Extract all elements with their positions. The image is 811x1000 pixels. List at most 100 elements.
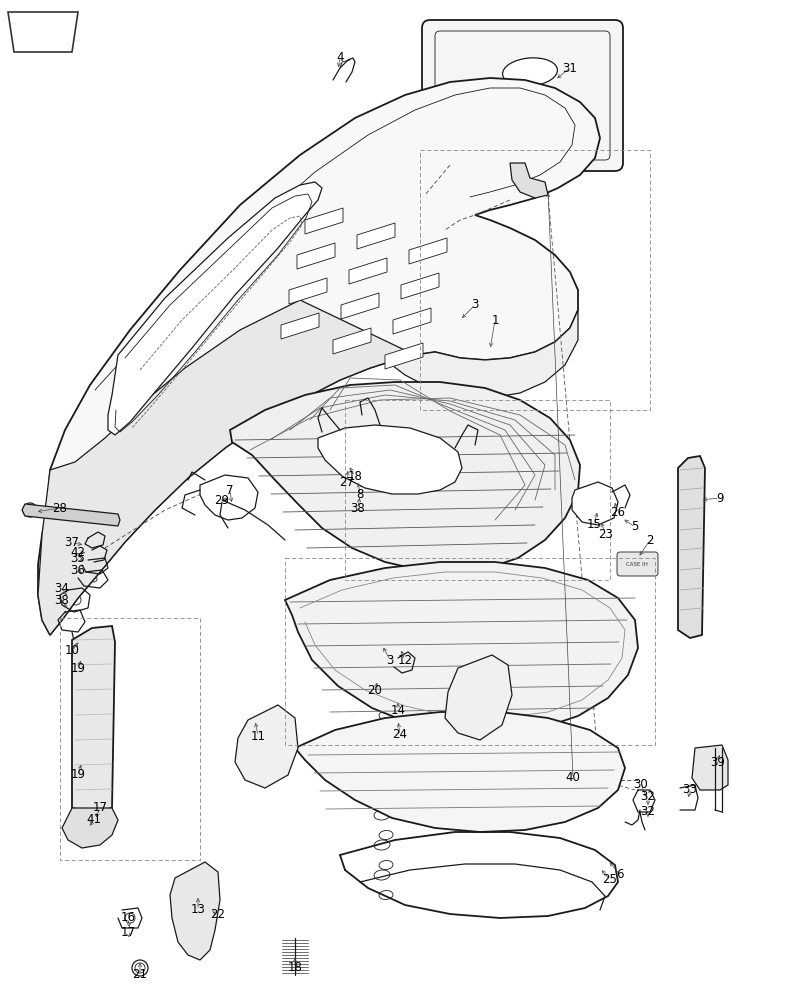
Text: 33: 33 [682, 783, 697, 796]
Text: 3: 3 [470, 298, 478, 312]
Circle shape [23, 503, 37, 517]
Text: 4: 4 [336, 51, 343, 64]
Text: 18: 18 [287, 961, 302, 974]
Text: 2: 2 [646, 534, 653, 546]
Circle shape [371, 444, 384, 456]
Text: 5: 5 [630, 520, 638, 534]
Text: 19: 19 [71, 768, 85, 781]
Polygon shape [388, 310, 577, 398]
Polygon shape [38, 300, 414, 635]
Polygon shape [289, 278, 327, 304]
Circle shape [428, 459, 440, 471]
Polygon shape [22, 22, 54, 42]
Polygon shape [677, 456, 704, 638]
Polygon shape [8, 12, 78, 52]
Text: 17: 17 [92, 801, 107, 814]
Text: 12: 12 [397, 654, 412, 666]
Polygon shape [297, 243, 335, 269]
Circle shape [125, 913, 135, 923]
Text: 19: 19 [71, 662, 85, 674]
Circle shape [234, 497, 245, 507]
Text: 20: 20 [367, 684, 382, 696]
Polygon shape [72, 626, 115, 812]
FancyBboxPatch shape [16, 18, 66, 46]
Text: 23: 23 [598, 528, 612, 540]
Polygon shape [384, 343, 423, 369]
Circle shape [219, 486, 230, 498]
Polygon shape [294, 712, 624, 832]
Polygon shape [349, 258, 387, 284]
Circle shape [71, 595, 81, 605]
Text: 42: 42 [71, 546, 85, 560]
Text: 34: 34 [54, 582, 70, 594]
FancyBboxPatch shape [616, 552, 657, 576]
Polygon shape [333, 328, 371, 354]
Polygon shape [571, 482, 617, 525]
Text: 3: 3 [386, 654, 393, 666]
Ellipse shape [502, 58, 556, 86]
Text: CASE IH: CASE IH [625, 562, 647, 566]
Text: 1: 1 [491, 314, 498, 326]
Polygon shape [108, 182, 322, 435]
Polygon shape [691, 745, 727, 790]
Text: 40: 40 [565, 771, 580, 784]
Polygon shape [62, 808, 118, 848]
Text: 36: 36 [71, 564, 85, 576]
Text: 26: 26 [610, 506, 624, 520]
Text: 11: 11 [250, 730, 265, 742]
Circle shape [95, 550, 101, 556]
Circle shape [81, 821, 95, 835]
Text: 9: 9 [715, 491, 723, 504]
Text: 41: 41 [87, 813, 101, 826]
Polygon shape [401, 273, 439, 299]
Text: 22: 22 [210, 908, 225, 921]
Polygon shape [285, 562, 637, 734]
Text: 7: 7 [226, 484, 234, 496]
Text: 30: 30 [633, 778, 647, 791]
Text: 16: 16 [120, 911, 135, 924]
Polygon shape [38, 78, 599, 635]
Circle shape [344, 452, 355, 464]
Text: 39: 39 [710, 756, 724, 768]
Polygon shape [409, 238, 446, 264]
Text: 32: 32 [640, 790, 654, 803]
Text: 38: 38 [54, 593, 69, 606]
Text: 18: 18 [347, 470, 362, 483]
FancyBboxPatch shape [422, 20, 622, 171]
Polygon shape [318, 425, 461, 494]
Circle shape [91, 576, 97, 582]
Text: 32: 32 [640, 805, 654, 818]
Circle shape [107, 512, 119, 524]
Text: 25: 25 [602, 874, 616, 886]
Polygon shape [200, 475, 258, 520]
Text: 6: 6 [616, 868, 623, 881]
Polygon shape [509, 163, 547, 198]
Text: 31: 31 [562, 62, 577, 75]
Polygon shape [281, 313, 319, 339]
Polygon shape [230, 382, 579, 572]
Text: 27: 27 [339, 476, 354, 488]
Text: 21: 21 [132, 968, 148, 981]
Polygon shape [305, 208, 342, 234]
Text: 24: 24 [392, 728, 407, 742]
Circle shape [135, 963, 145, 973]
Text: 13: 13 [191, 903, 205, 916]
Text: 15: 15 [586, 518, 601, 530]
Polygon shape [169, 862, 220, 960]
Text: 14: 14 [390, 704, 405, 716]
Circle shape [404, 446, 415, 458]
Circle shape [132, 960, 148, 976]
Text: 10: 10 [65, 645, 79, 658]
Text: 17: 17 [120, 926, 135, 939]
Polygon shape [357, 223, 394, 249]
Text: 37: 37 [65, 536, 79, 550]
Polygon shape [341, 293, 379, 319]
Polygon shape [234, 705, 298, 788]
Text: 35: 35 [71, 552, 85, 564]
Text: 8: 8 [356, 488, 363, 502]
Text: 38: 38 [350, 502, 365, 514]
Polygon shape [22, 504, 120, 526]
Ellipse shape [412, 312, 511, 372]
Text: 29: 29 [214, 493, 230, 506]
Text: 28: 28 [53, 502, 67, 514]
